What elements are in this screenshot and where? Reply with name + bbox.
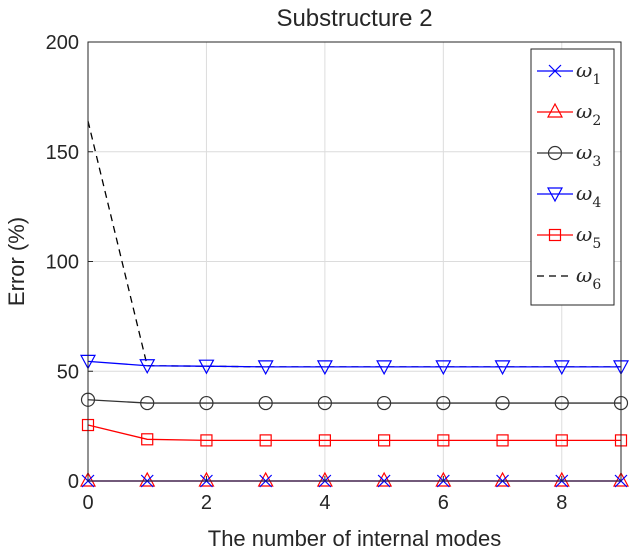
- legend-subscript: 4: [592, 195, 601, 211]
- marker-x: [548, 64, 562, 78]
- marker-square: [548, 228, 562, 242]
- legend-entry-5: ω5: [537, 222, 601, 252]
- legend-label: ω1: [576, 58, 601, 88]
- legend-entry-4: ω4: [537, 181, 601, 211]
- series-3: [80, 392, 629, 411]
- marker-triangle-up: [79, 471, 97, 487]
- series-line: [87, 424, 621, 442]
- marker-triangle-up: [553, 471, 570, 487]
- marker-square: [200, 434, 213, 447]
- marker-triangle-down: [139, 359, 156, 375]
- legend-subscript: 3: [592, 154, 601, 170]
- marker-square: [437, 434, 450, 447]
- legend-box: [530, 48, 615, 306]
- legend-label: ω4: [576, 181, 601, 211]
- marker-square: [378, 434, 391, 447]
- marker-square: [141, 433, 154, 446]
- marker-square: [555, 434, 568, 447]
- y-tick-label: 100: [46, 252, 79, 274]
- marker-triangle-up: [612, 471, 630, 487]
- marker-circle: [199, 395, 214, 411]
- marker-triangle-down: [435, 360, 452, 376]
- legend-symbol: ω: [576, 222, 592, 246]
- y-tick-label: 0: [68, 471, 79, 493]
- legend-symbol: ω: [576, 58, 592, 82]
- marker-triangle-up: [257, 471, 274, 487]
- marker-circle: [495, 395, 510, 411]
- x-tick-label: 2: [201, 492, 212, 514]
- y-tick-label: 200: [46, 32, 79, 54]
- marker-circle: [317, 395, 332, 411]
- x-axis-label: The number of internal modes: [208, 526, 502, 551]
- axis-ticks: 0 2 4 6 8 0 50 100 150 200: [46, 32, 568, 514]
- legend-symbol: ω: [576, 181, 592, 205]
- series-2: [79, 471, 630, 487]
- legend-subscript: 2: [592, 113, 601, 129]
- x-tick-label: 6: [438, 492, 449, 514]
- legend-subscript: 1: [592, 72, 601, 88]
- legend-subscript: 5: [592, 236, 601, 252]
- x-tick-label: 4: [319, 492, 330, 514]
- marker-triangle-up: [316, 471, 333, 487]
- marker-triangle-up: [139, 471, 156, 487]
- marker-triangle-up: [494, 471, 511, 487]
- marker-triangle-up: [435, 471, 452, 487]
- series-4: [79, 354, 630, 376]
- legend-entry-3: ω3: [537, 140, 601, 170]
- x-tick-label: 8: [556, 492, 567, 514]
- chart-title: Substructure 2: [276, 5, 432, 32]
- marker-triangle-down: [553, 360, 570, 376]
- legend-label: ω3: [576, 140, 601, 170]
- marker-triangle-up: [198, 471, 215, 487]
- marker-triangle-up: [546, 102, 564, 118]
- legend-symbol: ω: [576, 99, 592, 123]
- series-5: [81, 418, 628, 447]
- y-tick-label: 150: [46, 142, 79, 164]
- marker-square: [496, 434, 509, 447]
- legend-symbol: ω: [576, 263, 592, 287]
- legend-label: ω5: [576, 222, 601, 252]
- y-axis-label: Error (%): [4, 217, 29, 306]
- legend-label: ω2: [576, 99, 601, 129]
- marker-square: [259, 434, 272, 447]
- marker-triangle-down: [257, 360, 274, 376]
- marker-triangle-down: [546, 187, 564, 203]
- marker-triangle-down: [198, 359, 215, 375]
- marker-circle: [436, 395, 451, 411]
- marker-circle: [554, 395, 569, 411]
- legend-symbol: ω: [576, 140, 592, 164]
- marker-circle: [377, 395, 392, 411]
- legend-entry-2: ω2: [537, 99, 601, 129]
- x-tick-label: 0: [82, 492, 93, 514]
- legend-label: ω6: [576, 263, 601, 293]
- legend-subscript: 6: [592, 277, 601, 293]
- marker-circle: [140, 395, 155, 411]
- series-layer: [79, 120, 630, 488]
- marker-circle: [258, 395, 273, 411]
- marker-square: [318, 434, 331, 447]
- marker-circle: [547, 145, 563, 161]
- y-tick-label: 50: [57, 361, 79, 383]
- series-line: [87, 360, 621, 368]
- marker-triangle-down: [494, 360, 511, 376]
- marker-triangle-down: [376, 360, 393, 376]
- series-line: [87, 399, 621, 404]
- marker-triangle-up: [376, 471, 393, 487]
- legend-entry-1: ω1: [537, 58, 601, 88]
- legend-entry-6: ω6: [537, 263, 601, 293]
- marker-triangle-down: [316, 360, 333, 376]
